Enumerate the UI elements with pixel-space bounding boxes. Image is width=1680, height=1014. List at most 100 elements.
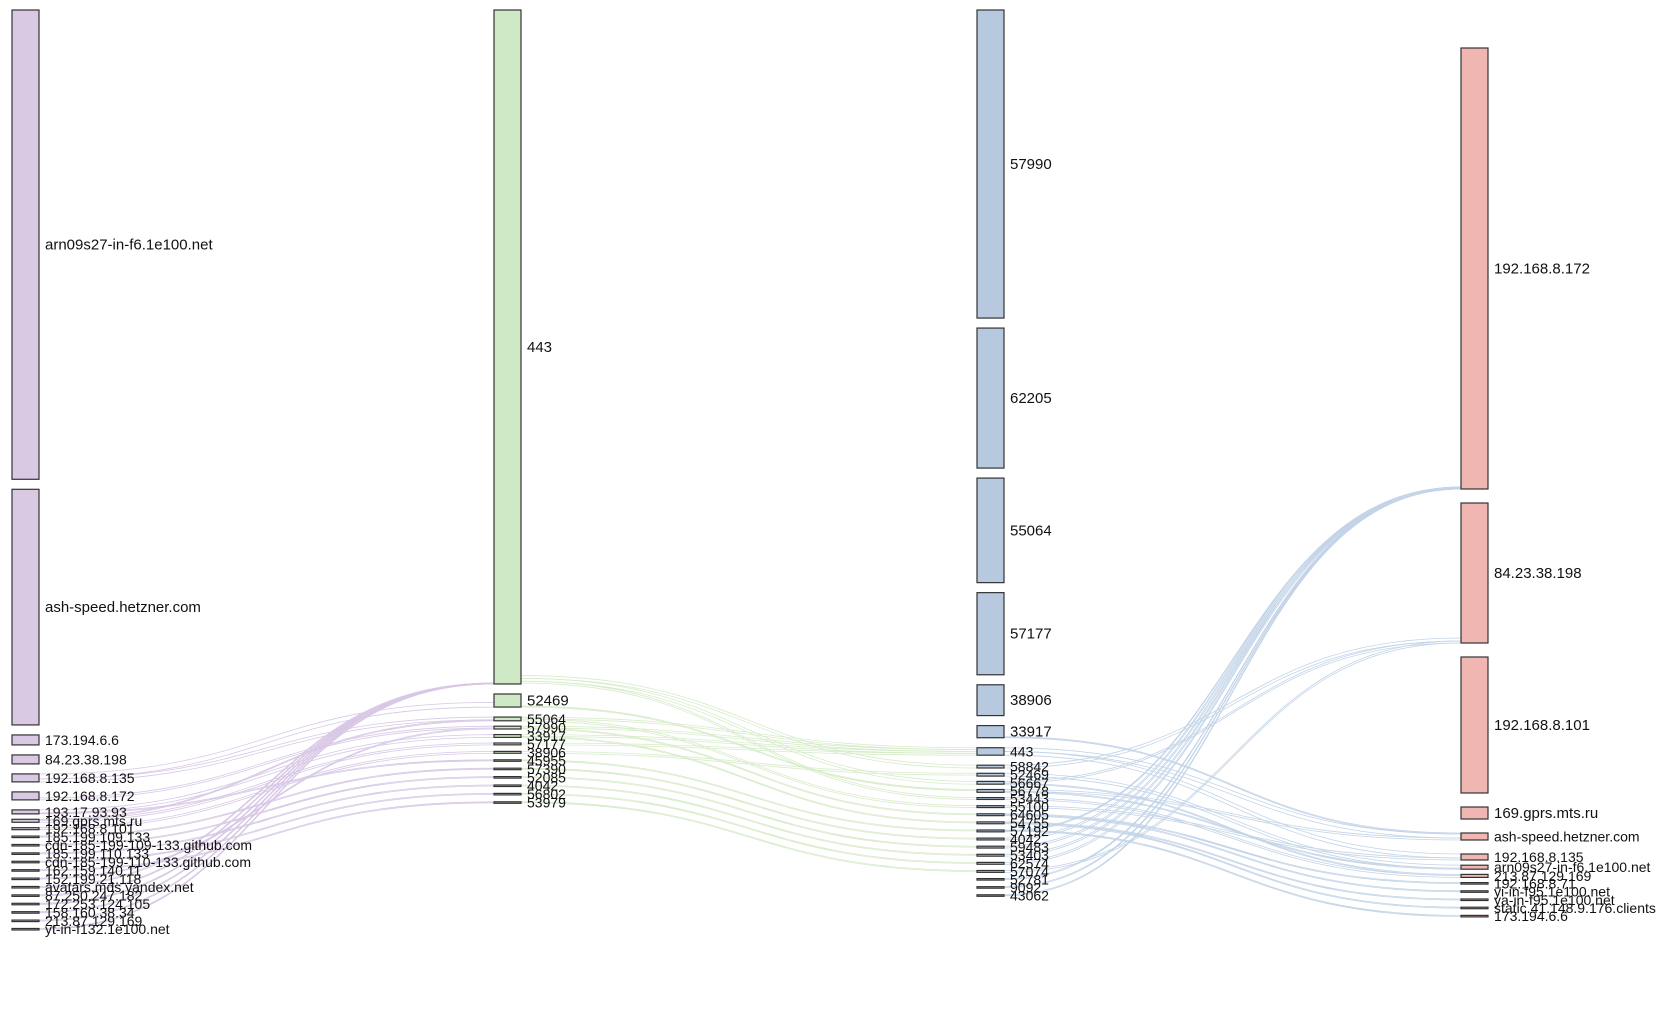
sankey-node-bar[interactable] bbox=[976, 9, 1005, 319]
sankey-node-bar[interactable] bbox=[11, 734, 40, 746]
sankey-node-bar[interactable] bbox=[976, 788, 1005, 793]
sankey-node-bar[interactable] bbox=[1460, 853, 1489, 861]
sankey-node-bar[interactable] bbox=[976, 780, 1005, 785]
sankey-node-label: 169.gprs.mts.ru bbox=[1494, 805, 1598, 822]
sankey-node-bar[interactable] bbox=[11, 852, 40, 855]
sankey-node-label: 56778 bbox=[1010, 783, 1049, 799]
sankey-node-bar[interactable] bbox=[11, 809, 40, 815]
sankey-node-bar[interactable] bbox=[976, 853, 1005, 857]
sankey-node-label: 62205 bbox=[1010, 390, 1052, 407]
sankey-link bbox=[1003, 640, 1462, 873]
sankey-node-label: 62574 bbox=[1010, 855, 1049, 871]
sankey-node-label: 152.199.21.118 bbox=[45, 871, 141, 887]
sankey-node-bar[interactable] bbox=[11, 902, 40, 906]
sankey-node-bar[interactable] bbox=[11, 791, 40, 801]
sankey-node-bar[interactable] bbox=[976, 869, 1005, 873]
sankey-link bbox=[39, 449, 494, 725]
sankey-node-bar[interactable] bbox=[976, 327, 1005, 469]
sankey-node-bar[interactable] bbox=[11, 754, 40, 765]
sankey-node-bar[interactable] bbox=[11, 488, 40, 726]
sankey-node-bar[interactable] bbox=[493, 742, 522, 746]
sankey-node-bar[interactable] bbox=[1460, 898, 1489, 902]
sankey-node-bar[interactable] bbox=[11, 885, 40, 889]
sankey-node-label: 57990 bbox=[527, 720, 566, 736]
sankey-node-bar[interactable] bbox=[976, 805, 1005, 809]
sankey-node-bar[interactable] bbox=[976, 724, 1005, 739]
sankey-node-bar[interactable] bbox=[976, 747, 1005, 756]
sankey-node-bar[interactable] bbox=[1460, 890, 1489, 893]
sankey-node-bar[interactable] bbox=[11, 877, 40, 881]
sankey-node-label: 192.168.8.101 bbox=[45, 821, 135, 837]
sankey-node-bar[interactable] bbox=[493, 9, 522, 685]
sankey-node-bar[interactable] bbox=[976, 764, 1005, 769]
sankey-node-bar[interactable] bbox=[1460, 914, 1489, 918]
sankey-node-bar[interactable] bbox=[1460, 656, 1489, 794]
sankey-node-bar[interactable] bbox=[493, 716, 522, 722]
sankey-node-bar[interactable] bbox=[493, 801, 522, 804]
sankey-node-label: 192.168.8.135 bbox=[1494, 849, 1584, 865]
sankey-node-bar[interactable] bbox=[11, 860, 40, 864]
sankey-node-bar[interactable] bbox=[493, 767, 522, 771]
sankey-node-bar[interactable] bbox=[1460, 47, 1489, 490]
sankey-node-label: 57990 bbox=[1010, 156, 1052, 173]
sankey-node-bar[interactable] bbox=[11, 869, 40, 872]
sankey-node-label: 87.250.247.182 bbox=[45, 888, 143, 904]
sankey-node-bar[interactable] bbox=[11, 827, 40, 831]
sankey-node-bar[interactable] bbox=[976, 684, 1005, 717]
sankey-node-bar[interactable] bbox=[11, 843, 40, 847]
sankey-node-bar[interactable] bbox=[976, 772, 1005, 777]
sankey-node-bar[interactable] bbox=[976, 821, 1005, 825]
sankey-node-label: 52781 bbox=[1010, 871, 1049, 887]
sankey-node-bar[interactable] bbox=[493, 750, 522, 754]
sankey-node-bar[interactable] bbox=[11, 773, 40, 783]
sankey-node-label: yt-in-f132.1e100.net bbox=[45, 921, 170, 937]
sankey-node-label: 55100 bbox=[1010, 799, 1049, 815]
sankey-node-bar[interactable] bbox=[976, 592, 1005, 676]
sankey-node-label: 213.87.129.169 bbox=[1494, 868, 1592, 884]
sankey-node-label: 59483 bbox=[1010, 839, 1049, 855]
sankey-node-bar[interactable] bbox=[1460, 832, 1489, 841]
sankey-link bbox=[1003, 487, 1462, 833]
sankey-node-bar[interactable] bbox=[493, 792, 522, 796]
sankey-node-bar[interactable] bbox=[976, 796, 1005, 801]
sankey-node-label: cdn-185-199-109-133.github.com bbox=[45, 837, 252, 853]
sankey-link bbox=[1003, 487, 1462, 880]
sankey-node-bar[interactable] bbox=[976, 829, 1005, 833]
sankey-node-label: 57177 bbox=[1010, 626, 1052, 643]
sankey-link bbox=[1004, 726, 1461, 819]
sankey-node-bar[interactable] bbox=[493, 725, 522, 730]
sankey-link bbox=[521, 10, 977, 318]
sankey-node-bar[interactable] bbox=[493, 759, 522, 762]
sankey-node-bar[interactable] bbox=[493, 693, 522, 708]
sankey-node-bar[interactable] bbox=[11, 835, 40, 839]
sankey-node-bar[interactable] bbox=[976, 837, 1005, 841]
sankey-node-bar[interactable] bbox=[1460, 881, 1489, 885]
sankey-node-bar[interactable] bbox=[976, 845, 1005, 849]
sankey-node-bar[interactable] bbox=[976, 877, 1005, 881]
sankey-node-bar[interactable] bbox=[1460, 864, 1489, 870]
sankey-node-bar[interactable] bbox=[11, 894, 40, 897]
sankey-node-bar[interactable] bbox=[493, 733, 522, 738]
sankey-node-bar[interactable] bbox=[11, 911, 40, 914]
sankey-node-bar[interactable] bbox=[493, 775, 522, 779]
sankey-link bbox=[521, 645, 977, 716]
sankey-node-label: 55064 bbox=[527, 711, 566, 727]
sankey-node-bar[interactable] bbox=[11, 927, 40, 931]
sankey-node-label: 169.gprs.mts.ru bbox=[45, 813, 142, 829]
sankey-node-bar[interactable] bbox=[11, 919, 40, 923]
sankey-node-bar[interactable] bbox=[976, 894, 1005, 897]
sankey-node-bar[interactable] bbox=[1460, 502, 1489, 644]
sankey-node-bar[interactable] bbox=[976, 477, 1005, 584]
sankey-node-bar[interactable] bbox=[1460, 806, 1489, 820]
sankey-node-bar[interactable] bbox=[493, 784, 522, 788]
sankey-node-bar[interactable] bbox=[11, 9, 40, 480]
sankey-node-label: 57074 bbox=[1010, 863, 1049, 879]
sankey-link bbox=[521, 318, 977, 468]
sankey-node-bar[interactable] bbox=[11, 818, 40, 823]
sankey-node-bar[interactable] bbox=[976, 886, 1005, 889]
sankey-node-bar[interactable] bbox=[1460, 906, 1489, 910]
sankey-node-bar[interactable] bbox=[1460, 873, 1489, 879]
sankey-node-bar[interactable] bbox=[976, 861, 1005, 865]
sankey-node-bar[interactable] bbox=[976, 813, 1005, 817]
